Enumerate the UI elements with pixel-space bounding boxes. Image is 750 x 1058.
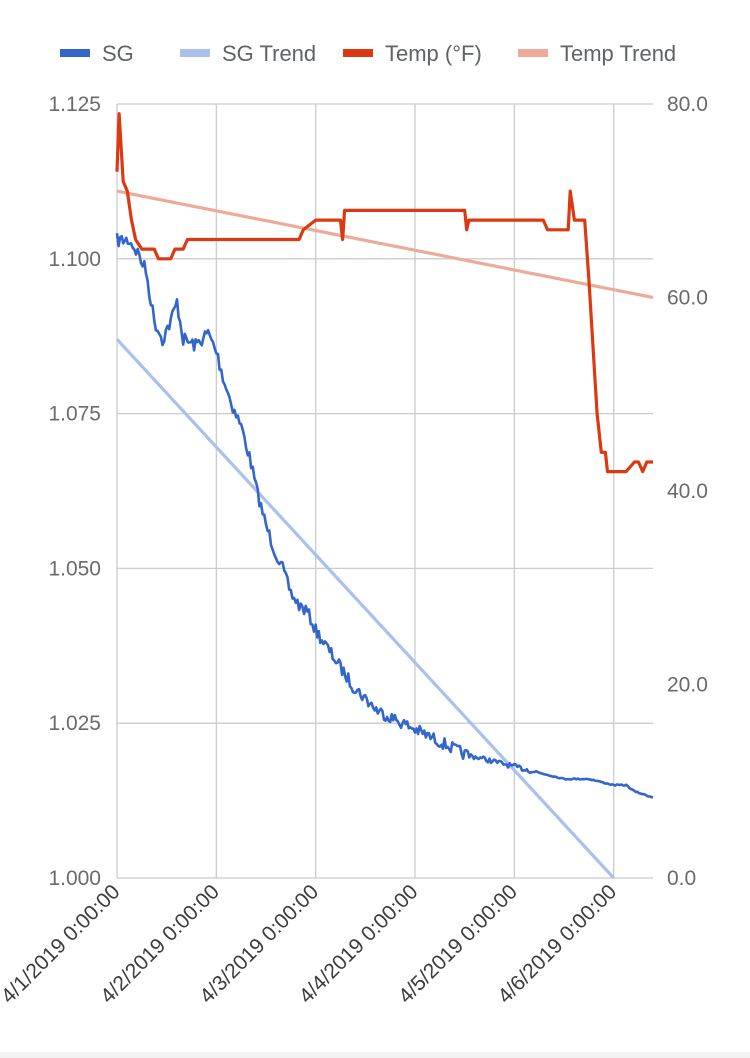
legend: SG SG Trend Temp (°F) Temp Trend	[60, 41, 676, 66]
right-tick-label: 20.0	[667, 674, 708, 697]
legend-swatch-temp-f	[343, 49, 373, 57]
x-axis-ticks: 4/1/2019 0:00:004/2/2019 0:00:004/3/2019…	[0, 880, 621, 1008]
left-axis-ticks: 1.000 1.025 1.050 1.075 1.100 1.125	[48, 93, 101, 890]
left-tick-label: 1.100	[48, 248, 101, 271]
left-tick-label: 1.075	[48, 403, 101, 426]
legend-label-sg: SG	[102, 41, 134, 66]
legend-label-temp-f: Temp (°F)	[385, 41, 482, 66]
series-line-temp-trend	[116, 189, 654, 300]
series-line-temp-f	[115, 112, 653, 474]
right-tick-label: 60.0	[667, 287, 708, 310]
right-tick-label: 0.0	[667, 867, 696, 890]
series-lines	[115, 112, 654, 880]
right-axis-ticks: 0.0 20.0 40.0 60.0 80.0	[667, 93, 708, 890]
left-tick-label: 1.050	[48, 557, 101, 580]
right-tick-label: 80.0	[667, 93, 708, 116]
legend-swatch-sg	[60, 49, 90, 57]
left-tick-label: 1.125	[48, 93, 101, 116]
series-line-sg	[115, 233, 654, 799]
gridlines	[116, 103, 653, 879]
legend-label-temp-trend: Temp Trend	[560, 41, 676, 66]
left-tick-label: 1.000	[48, 867, 101, 890]
series-line-sg-trend	[115, 338, 615, 880]
legend-swatch-temp-trend	[518, 49, 548, 57]
footer-strip	[0, 1052, 750, 1058]
right-tick-label: 40.0	[667, 480, 708, 503]
legend-swatch-sg-trend	[180, 49, 210, 57]
left-tick-label: 1.025	[48, 712, 101, 735]
legend-label-sg-trend: SG Trend	[222, 41, 316, 66]
